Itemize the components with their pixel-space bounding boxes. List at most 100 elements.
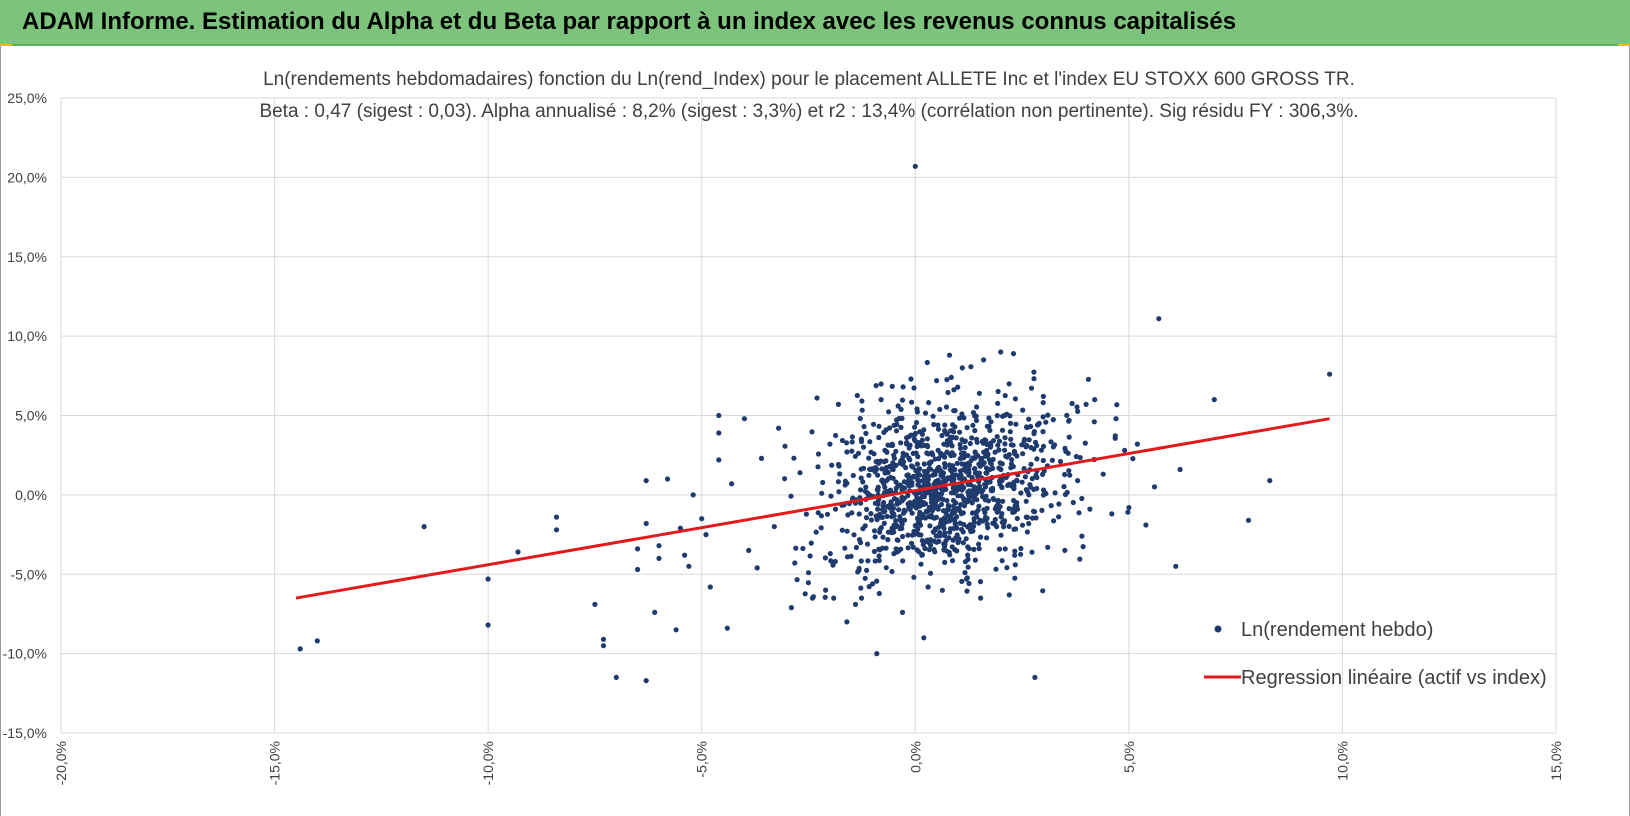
data-point — [905, 493, 911, 499]
data-points — [297, 163, 1333, 684]
data-point — [971, 516, 977, 522]
data-point — [933, 514, 940, 520]
data-point — [1267, 478, 1273, 484]
data-point — [1040, 471, 1046, 477]
data-point — [832, 506, 839, 512]
data-point — [964, 469, 970, 475]
data-point — [1077, 455, 1083, 461]
data-point — [958, 493, 965, 499]
data-point — [974, 436, 980, 442]
legend-label-regression: Regression linéaire (actif vs index) — [1241, 667, 1547, 689]
data-point — [823, 587, 829, 593]
data-point — [966, 580, 972, 587]
data-point — [1079, 495, 1085, 502]
data-point — [875, 472, 881, 478]
data-point — [968, 364, 974, 370]
data-point — [924, 538, 930, 545]
data-point — [984, 535, 990, 541]
data-point — [835, 479, 842, 485]
y-tick-label: -15,0% — [3, 725, 47, 741]
data-point — [950, 516, 957, 522]
data-point — [866, 455, 872, 461]
data-point — [1125, 509, 1131, 515]
data-point — [863, 430, 869, 436]
data-point — [1031, 376, 1037, 382]
data-point — [858, 487, 864, 493]
data-point — [703, 532, 709, 538]
data-point — [782, 476, 788, 482]
data-point — [1031, 429, 1037, 435]
data-point — [952, 520, 958, 526]
data-point — [1064, 412, 1070, 418]
data-point — [946, 476, 953, 482]
data-point — [1032, 674, 1038, 681]
data-point — [1012, 396, 1019, 402]
data-point — [1012, 552, 1018, 558]
data-point — [1151, 484, 1158, 490]
data-point — [815, 510, 821, 516]
data-point — [802, 591, 808, 597]
data-point — [905, 532, 911, 538]
data-point — [962, 438, 968, 444]
data-point — [1070, 499, 1076, 506]
data-point — [1012, 449, 1018, 456]
data-point — [1049, 457, 1055, 463]
data-point — [788, 493, 794, 499]
regression-layer — [295, 417, 1330, 600]
data-point — [928, 499, 935, 506]
data-point — [1211, 397, 1217, 403]
data-point — [900, 450, 906, 456]
data-point — [978, 534, 984, 540]
data-point — [876, 590, 882, 597]
data-point — [874, 578, 880, 584]
data-point — [901, 479, 908, 485]
x-tick-label: -10,0% — [480, 741, 496, 785]
data-point — [922, 473, 928, 479]
data-point — [927, 570, 934, 576]
data-point — [1029, 476, 1035, 482]
data-point — [960, 485, 966, 492]
data-point — [699, 516, 705, 522]
data-point — [863, 484, 869, 490]
data-point — [988, 486, 994, 492]
gridlines — [60, 97, 1557, 734]
data-point — [1009, 483, 1015, 489]
data-point — [1066, 468, 1072, 474]
data-point — [973, 417, 980, 424]
data-point — [970, 422, 976, 428]
data-point — [955, 384, 961, 390]
data-point — [905, 472, 911, 478]
data-point — [859, 398, 865, 404]
data-point — [1156, 316, 1162, 322]
data-point — [868, 511, 874, 517]
data-point — [915, 477, 921, 483]
data-point — [922, 489, 928, 495]
data-point — [1113, 416, 1119, 422]
data-point — [881, 520, 887, 526]
data-point — [314, 638, 320, 644]
data-point — [936, 464, 942, 470]
data-point — [947, 529, 953, 535]
data-point — [913, 420, 920, 426]
chart-subtitle-line-1: Ln(rendements hebdomadaires) fonction du… — [263, 69, 1355, 90]
y-axis-ticks: 25,0% 20,0% 15,0% 10,0% 5,0% 0,0% -5,0% -10,0% -… — [3, 90, 47, 741]
data-point — [919, 431, 926, 437]
data-point — [643, 478, 649, 484]
data-point — [940, 508, 947, 514]
data-point — [884, 513, 890, 519]
data-point — [827, 551, 833, 557]
data-point — [690, 492, 696, 498]
data-point — [976, 541, 982, 547]
data-point — [959, 411, 965, 417]
data-point — [849, 448, 855, 454]
data-point — [707, 584, 713, 590]
data-point — [716, 430, 722, 436]
data-point — [758, 455, 765, 461]
data-point — [988, 440, 994, 446]
data-point — [965, 564, 971, 570]
data-point — [844, 619, 850, 625]
data-point — [996, 438, 1003, 444]
data-point — [935, 422, 941, 428]
y-tick-label: 25,0% — [7, 90, 47, 106]
